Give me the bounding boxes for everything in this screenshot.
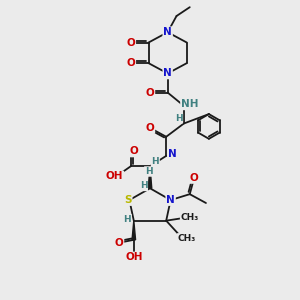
Text: N: N — [163, 68, 172, 78]
Text: O: O — [190, 173, 199, 183]
Text: OH: OH — [106, 172, 123, 182]
Polygon shape — [148, 166, 152, 188]
Text: H: H — [124, 215, 131, 224]
Text: H: H — [152, 157, 159, 166]
Text: NH: NH — [181, 99, 199, 110]
Text: H: H — [175, 114, 182, 123]
Text: H: H — [145, 167, 152, 176]
Text: O: O — [146, 88, 154, 98]
Text: S: S — [124, 195, 132, 205]
Text: N: N — [163, 27, 172, 37]
Text: N: N — [166, 195, 175, 205]
Text: CH₃: CH₃ — [178, 234, 196, 243]
Text: CH₃: CH₃ — [181, 213, 199, 222]
Text: O: O — [127, 38, 135, 47]
Polygon shape — [132, 221, 136, 240]
Text: H: H — [140, 182, 147, 190]
Text: OH: OH — [125, 253, 142, 262]
Text: N: N — [168, 149, 177, 159]
Text: O: O — [146, 123, 154, 133]
Text: O: O — [127, 58, 135, 68]
Text: O: O — [129, 146, 138, 157]
Text: O: O — [115, 238, 124, 248]
